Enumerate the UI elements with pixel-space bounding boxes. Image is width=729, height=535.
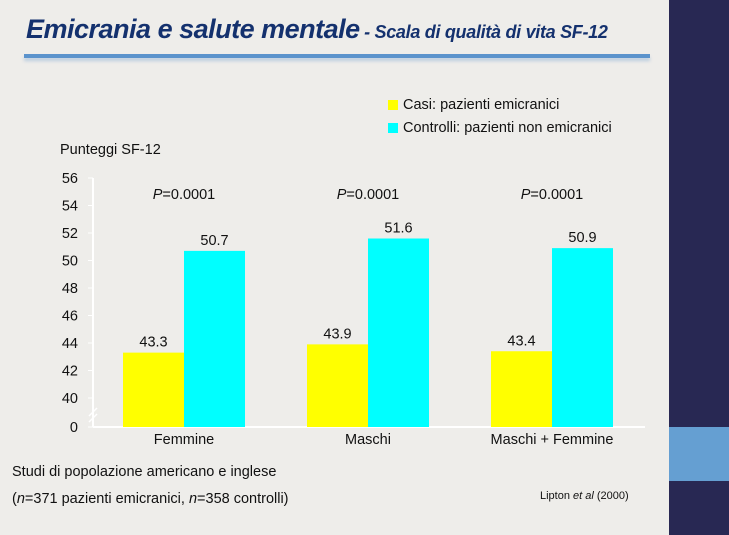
n-symbol: n <box>188 491 198 507</box>
slide-title: Emicrania e salute mentale - Scala di qu… <box>26 14 608 45</box>
data-label: 50.7 <box>200 233 228 249</box>
legend-item-cases: Casi: pazienti emicranici <box>388 97 559 113</box>
n2-text: =358 controlli) <box>197 491 289 507</box>
legend-swatch-cases <box>388 100 398 110</box>
p-value-annotation: P=0.0001 <box>337 187 400 203</box>
p-value-annotation: P=0.0001 <box>521 187 584 203</box>
study-note: Studi di popolazione americano e inglese <box>12 464 277 480</box>
y-tick-label: 50 <box>62 254 78 270</box>
bar-cases <box>123 352 184 427</box>
p-value-annotation: P=0.0001 <box>153 187 216 203</box>
citation: Lipton et al (2000) <box>540 490 629 502</box>
x-tick-label: Maschi + Femmine <box>491 432 614 448</box>
y-tick-label: 44 <box>62 336 78 352</box>
y-tick-label: 42 <box>62 364 78 380</box>
data-label: 43.3 <box>139 335 167 351</box>
bar-cases <box>491 351 552 427</box>
title-main: Emicrania e salute mentale <box>26 14 360 44</box>
bar-controls <box>368 238 429 427</box>
y-tick-label: 48 <box>62 281 78 297</box>
citation-year: (2000) <box>593 490 629 502</box>
axis-break-mark <box>88 407 98 423</box>
bar-chart: 0 40 42 44 46 48 50 52 54 56 43.3 50.7 Femmine P=0.00… <box>62 171 645 448</box>
title-sub: - Scala di qualità di vita SF-12 <box>364 22 608 42</box>
y-axis-label: Punteggi SF-12 <box>60 142 161 158</box>
citation-author: Lipton <box>540 490 574 502</box>
x-tick-label: Maschi <box>345 432 391 448</box>
y-tick-label: 54 <box>62 199 78 215</box>
y-tick-label: 0 <box>70 420 78 436</box>
paren: ( <box>12 491 17 507</box>
n1-text: =371 pazienti emicranici, <box>24 491 189 507</box>
legend-item-controls: Controlli: pazienti non emicranici <box>388 120 612 136</box>
y-tick-label: 40 <box>62 391 78 407</box>
bar-cases <box>307 344 368 427</box>
legend-label-controls: Controlli: pazienti non emicranici <box>403 120 612 136</box>
sample-note: (n=371 pazienti emicranici, n=358 contro… <box>12 491 289 507</box>
y-tick-label: 56 <box>62 171 78 187</box>
legend-label-cases: Casi: pazienti emicranici <box>403 97 560 113</box>
legend-swatch-controls <box>388 123 398 133</box>
y-tick-label: 52 <box>62 226 78 242</box>
data-label: 43.4 <box>507 333 535 349</box>
side-accent-block <box>669 427 729 481</box>
y-tick-label: 46 <box>62 309 78 325</box>
citation-etal: et al <box>573 490 594 502</box>
title-underline <box>24 54 650 58</box>
data-label: 50.9 <box>568 230 596 246</box>
x-tick-label: Femmine <box>154 432 214 448</box>
bar-controls <box>552 248 613 427</box>
data-label: 51.6 <box>384 221 412 237</box>
bar-controls <box>184 250 245 427</box>
n-symbol: n <box>16 491 25 507</box>
data-label: 43.9 <box>323 326 351 342</box>
